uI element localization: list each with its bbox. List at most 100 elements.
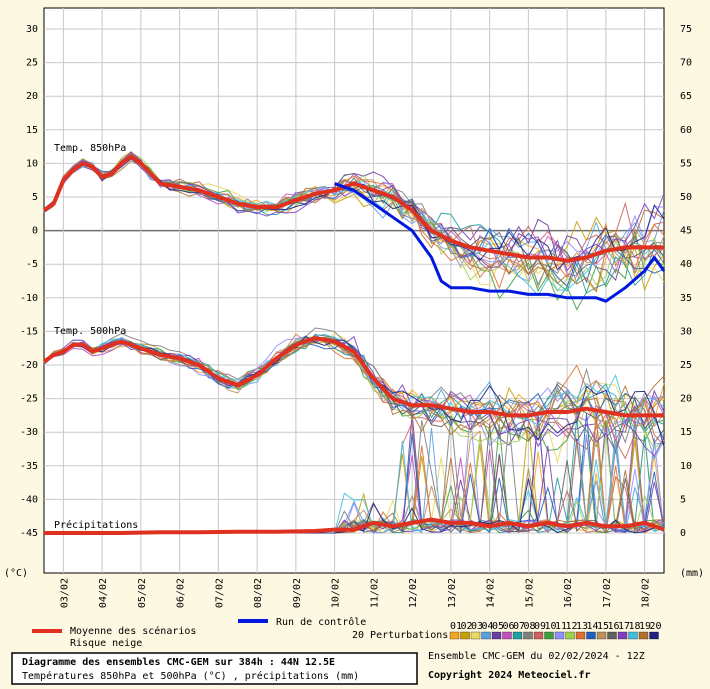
legend-mean-label: Moyenne des scénarios [70, 625, 196, 637]
y-left-tick-label: 15 [26, 125, 38, 136]
x-tick-label: 14/02 [486, 578, 497, 608]
y-right-tick-label: 25 [680, 360, 692, 371]
y-right-unit: (mm) [680, 568, 704, 579]
legend-snow-label: Risque neige [70, 638, 142, 649]
perturbation-swatch [481, 631, 491, 640]
y-right-tick-label: 65 [680, 91, 692, 102]
x-tick-label: 16/02 [563, 578, 574, 608]
x-tick-label: 04/02 [98, 578, 109, 608]
perturbation-swatch [502, 631, 512, 640]
title-box [11, 652, 418, 685]
x-tick-label: 12/02 [408, 578, 419, 608]
y-left-tick-label: 10 [26, 158, 38, 169]
perturbation-swatch [533, 631, 544, 640]
y-right-tick-label: 70 [680, 58, 692, 69]
x-tick-label: 08/02 [253, 578, 264, 608]
perturbation-swatch [554, 631, 565, 640]
perturbation-number: 15 [597, 621, 609, 632]
perturbation-number: 03 [471, 621, 483, 632]
x-tick-label: 05/02 [137, 578, 148, 608]
x-tick-label: 17/02 [602, 578, 613, 608]
section-label-precip: Précipitations [54, 519, 138, 531]
x-tick-label: 11/02 [369, 578, 380, 608]
y-left-tick-label: -45 [20, 528, 38, 539]
y-left-unit: (°C) [4, 568, 28, 579]
y-right-tick-label: 15 [680, 427, 692, 438]
perturbation-swatch [491, 631, 502, 640]
perturbation-swatch [596, 631, 607, 640]
y-right-tick-label: 60 [680, 125, 692, 136]
perturbation-number: 11 [555, 621, 567, 632]
y-left-tick-label: 5 [32, 192, 38, 203]
perturbation-swatch [586, 631, 596, 640]
y-left-tick-label: 20 [26, 91, 38, 102]
perturbation-swatch [628, 631, 638, 640]
perturbation-number: 07 [513, 621, 525, 632]
perturbation-number: 08 [524, 621, 536, 632]
mean-line [42, 154, 664, 263]
perturbation-swatch [523, 631, 533, 640]
x-tick-label: 15/02 [524, 578, 535, 608]
y-left-tick-label: 30 [26, 24, 38, 35]
y-right-tick-label: 30 [680, 326, 692, 337]
y-left-tick-label: -10 [20, 293, 38, 304]
perturbation-swatch [617, 631, 628, 640]
run-info: Ensemble CMC-GEM du 02/02/2024 - 12Z [428, 651, 645, 662]
x-tick-label: 18/02 [641, 578, 652, 608]
perturbation-number: 01 [450, 621, 462, 632]
perturbation-number: 05 [492, 621, 504, 632]
y-right-tick-label: 55 [680, 158, 692, 169]
perturbation-swatch [649, 631, 659, 640]
y-left-tick-label: -40 [20, 494, 38, 505]
perturbation-swatch [544, 631, 554, 640]
copyright: Copyright 2024 Meteociel.fr [428, 669, 591, 681]
y-right-tick-label: 5 [680, 494, 686, 505]
section-label-850: Temp. 850hPa [54, 143, 126, 154]
perturbation-swatch [607, 631, 617, 640]
main-lines [42, 154, 666, 535]
chart-subtitle: Températures 850hPa et 500hPa (°C) , pré… [22, 670, 359, 682]
perturbation-number: 09 [534, 621, 546, 632]
perturbation-number: 19 [639, 621, 651, 632]
perturbation-number: 06 [503, 621, 515, 632]
mean-line [42, 336, 664, 418]
perturbation-number: 18 [629, 621, 641, 632]
perturbation-number: 14 [587, 621, 599, 632]
x-tick-label: 10/02 [331, 578, 342, 608]
perturbation-swatch [460, 631, 470, 640]
y-right-tick-label: 75 [680, 24, 692, 35]
legend-control-label: Run de contrôle [276, 616, 366, 628]
y-right-tick-label: 50 [680, 192, 692, 203]
section-label-500: Temp. 500hPa [54, 326, 126, 337]
perturbation-swatch [638, 631, 649, 640]
y-left-tick-label: -30 [20, 427, 38, 438]
x-tick-label: 07/02 [214, 578, 225, 608]
x-tick-label: 06/02 [176, 578, 187, 608]
perturbation-number: 10 [545, 621, 557, 632]
y-right-tick-label: 0 [680, 528, 686, 539]
perturbation-number: 16 [608, 621, 620, 632]
y-right-tick-label: 35 [680, 293, 692, 304]
mean-line [44, 517, 665, 535]
y-left-tick-label: -15 [20, 326, 38, 337]
legend: Moyenne des scénarios Risque neige Run d… [32, 616, 662, 649]
perturbation-number: 04 [482, 621, 494, 632]
perturbation-number: 20 [650, 621, 662, 632]
y-left-tick-label: -20 [20, 360, 38, 371]
y-left-tick-label: -5 [26, 259, 38, 270]
legend-perturbations-label: 20 Perturbations [352, 630, 448, 641]
perturbation-swatch [449, 631, 460, 640]
y-right-tick-label: 20 [680, 394, 692, 405]
y-left-tick-label: 0 [32, 226, 38, 237]
chart-title: Diagramme des ensembles CMC-GEM sur 384h… [22, 656, 335, 668]
y-left-tick-label: 25 [26, 58, 38, 69]
perturbation-number: 17 [618, 621, 630, 632]
x-tick-label: 03/02 [59, 578, 70, 608]
perturbation-swatch [470, 631, 481, 640]
y-left-tick-label: -35 [20, 461, 38, 472]
y-left-tick-label: -25 [20, 394, 38, 405]
perturbation-number: 13 [576, 621, 588, 632]
